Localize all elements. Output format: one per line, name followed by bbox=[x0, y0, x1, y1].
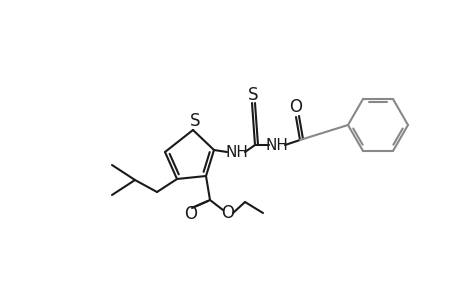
Text: NH: NH bbox=[265, 137, 288, 152]
Text: O: O bbox=[184, 205, 197, 223]
Text: NH: NH bbox=[225, 145, 248, 160]
Text: O: O bbox=[221, 204, 234, 222]
Text: O: O bbox=[289, 98, 302, 116]
Text: S: S bbox=[247, 86, 257, 104]
Text: S: S bbox=[190, 112, 200, 130]
